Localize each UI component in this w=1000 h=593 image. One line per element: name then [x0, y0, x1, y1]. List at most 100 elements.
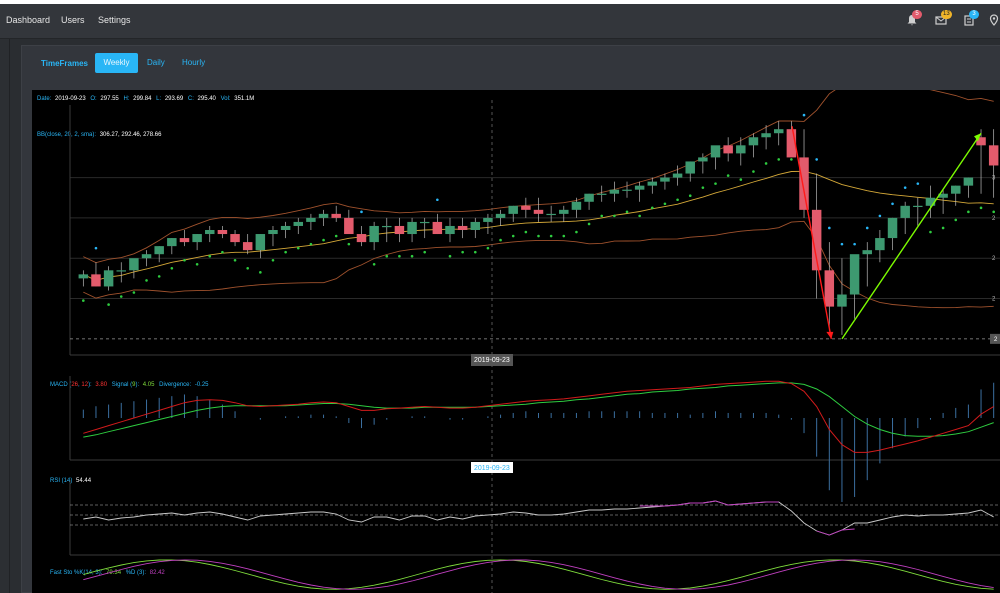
rsi-line [83, 500, 994, 536]
candle-body [103, 270, 114, 287]
candle-body [938, 193, 948, 198]
tab-weekly[interactable]: Weekly [95, 53, 138, 73]
stoch-d-line [83, 559, 994, 590]
psar-dot [688, 194, 692, 198]
psar-dot [347, 242, 351, 246]
psar-dot [524, 230, 528, 234]
candle-body [951, 185, 961, 194]
candle-body [773, 129, 784, 134]
candle-body [988, 145, 999, 166]
candle-body [306, 217, 316, 222]
tab-daily[interactable]: Daily [147, 58, 165, 67]
nav-dashboard[interactable]: Dashboard [6, 15, 51, 25]
psar-dot [777, 158, 781, 161]
candle-body [141, 254, 152, 259]
tasks-button[interactable]: 3 [963, 10, 979, 27]
messages-badge: 13 [941, 10, 952, 19]
signal-value: 4.05 [143, 382, 155, 388]
candle-body [698, 157, 708, 162]
date-label: Date: [37, 96, 52, 102]
candle-body [799, 157, 809, 210]
psar-dot [436, 198, 439, 202]
stoch-k-value: 79.34 [106, 570, 122, 576]
psar-dot [284, 250, 287, 254]
candle-body [508, 205, 518, 214]
psar-dot [132, 291, 136, 294]
candle-body [167, 238, 177, 247]
candle-body [293, 221, 304, 226]
location-button[interactable] [989, 13, 1000, 27]
psar-dot [183, 258, 186, 262]
down-trend-arrowhead [826, 331, 834, 339]
candle-body [849, 254, 860, 295]
psar-dot [891, 202, 894, 206]
psar-dot [802, 113, 806, 117]
timeframes-label: TimeFrames [41, 59, 88, 68]
psar-dot [221, 250, 224, 254]
candle-body [91, 274, 101, 287]
price-axis-tick-label: 2 [992, 297, 996, 303]
candle-body [495, 213, 506, 218]
psar-dot [157, 275, 161, 278]
candle-body [129, 258, 139, 271]
psar-dot [423, 250, 427, 254]
psar-dot [461, 250, 464, 254]
psar-dot [410, 254, 414, 258]
psar-dot [119, 295, 123, 298]
macd-signal-line [83, 382, 994, 438]
candle-body [116, 270, 126, 272]
nav-users[interactable]: Users [61, 15, 85, 25]
psar-dot [701, 186, 705, 189]
psar-dot [865, 226, 869, 230]
stoch-d-value: 82.42 [150, 570, 166, 576]
psar-dot [309, 242, 313, 246]
vol-value: 351.1M [234, 96, 254, 102]
rsi-oversold-segment [816, 528, 855, 536]
close-label: C: [188, 96, 194, 102]
map-pin-icon [989, 14, 999, 26]
candle-body [622, 189, 632, 191]
psar-dot [929, 230, 932, 234]
macd-crosshair-date-label: 2019-09-23 [474, 465, 510, 472]
candle-body [242, 242, 253, 251]
candle-body [432, 221, 443, 235]
candle-body [457, 225, 468, 230]
candle-body [407, 221, 417, 235]
psar-dot [537, 234, 540, 238]
up-trend-arrowhead [974, 133, 982, 142]
candle-body [862, 250, 872, 255]
divergence-value: -0.25 [195, 382, 209, 388]
psar-dot [663, 202, 667, 206]
candle-body [344, 217, 354, 235]
psar-dot [385, 254, 389, 258]
messages-button[interactable]: 13 [935, 10, 952, 27]
candle-body [963, 177, 974, 186]
candle-body [660, 177, 670, 182]
down-trend-arrow [791, 126, 832, 339]
bb-middle-band [83, 170, 994, 281]
candle-body [571, 201, 582, 210]
psar-dot [334, 234, 338, 238]
psar-dot [473, 250, 477, 254]
candle-body [875, 238, 885, 251]
divergence-label: Divergence: [159, 382, 191, 388]
svg-text:Date: 2019-09-23 O: Date: 2019-09-23 O: 297.55 H: 299.84 L: … [37, 96, 254, 102]
tab-hourly[interactable]: Hourly [182, 58, 206, 67]
candle-body [382, 225, 392, 228]
chart-canvas[interactable]: Date: 2019-09-23 O: 297.55 H: 299.84 L: … [32, 90, 1000, 593]
chart-svg[interactable]: Date: 2019-09-23 O: 297.55 H: 299.84 L: … [32, 90, 1000, 593]
nav-settings[interactable]: Settings [98, 15, 131, 25]
psar-dot [398, 254, 401, 258]
psar-dot [195, 262, 199, 266]
candle-body [394, 225, 405, 235]
candle-body [976, 137, 986, 146]
psar-dot [600, 214, 604, 218]
psar-dot [625, 210, 629, 214]
up-trend-arrow [841, 132, 982, 340]
candle-body [647, 181, 658, 186]
stoch-k-line [83, 559, 994, 590]
alerts-button[interactable]: 5 [906, 10, 922, 27]
candle-body [584, 193, 594, 202]
psar-dot [613, 214, 616, 218]
candle-body [824, 270, 835, 307]
